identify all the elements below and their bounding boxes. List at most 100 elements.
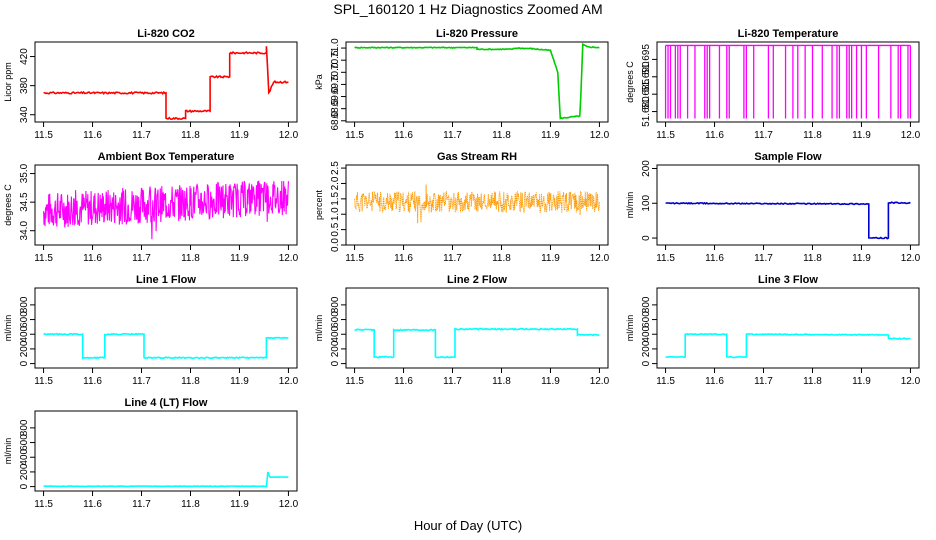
x-tick-label: 11.5 xyxy=(656,130,675,141)
series-points xyxy=(354,184,600,224)
series-line xyxy=(354,42,600,120)
y-tick-label: 68.5 xyxy=(330,98,341,118)
y-tick-label: 200 xyxy=(19,340,30,357)
y-tick-label: 420 xyxy=(19,48,30,65)
y-tick-label: 68.0 xyxy=(330,111,341,131)
y-tick-label: 340 xyxy=(19,106,30,123)
panel-title: Line 1 Flow xyxy=(136,274,196,286)
x-tick-label: 11.7 xyxy=(754,376,773,387)
x-tick-label: 11.9 xyxy=(852,130,871,141)
x-tick-label: 12.0 xyxy=(590,130,610,141)
y-axis-label: ml/min xyxy=(3,315,13,342)
chart-panel-1: Li-820 CO2 Licor ppm 11.5 11.6 11.7 11.8 11.9 1… xyxy=(3,28,299,141)
y-tick-label: 0 xyxy=(19,360,30,366)
plot-area xyxy=(43,332,289,360)
chart-panel-5: Gas Stream RH percent 11.5 11.6 11.7 11.8 11.9… xyxy=(314,151,610,264)
plot-area xyxy=(665,201,911,240)
x-tick-label: 11.7 xyxy=(132,253,151,264)
y-tick-label: 35.0 xyxy=(19,163,30,183)
y-axis-label: percent xyxy=(314,189,324,220)
x-tick-label: 11.7 xyxy=(754,253,773,264)
series-line xyxy=(43,332,289,360)
x-tick-label: 12.0 xyxy=(279,130,299,141)
y-axis-label: ml/min xyxy=(314,315,324,342)
y-tick-label: 1.5 xyxy=(330,191,341,205)
y-axis-label: Licor ppm xyxy=(3,62,13,102)
x-tick-label: 11.9 xyxy=(541,130,560,141)
y-tick-label: 400 xyxy=(330,325,341,342)
x-tick-label: 12.0 xyxy=(901,253,921,264)
x-tick-label: 11.8 xyxy=(803,376,822,387)
panel-title: Li-820 CO2 xyxy=(137,28,194,40)
chart-panel-6: Sample Flow ml/min 11.5 11.6 11.7 11.8 11.9 12.… xyxy=(625,151,921,264)
y-tick-label: 51.690 xyxy=(641,61,652,92)
y-tick-label: 600 xyxy=(19,311,30,328)
y-tick-label: 380 xyxy=(19,77,30,94)
y-tick-label: 600 xyxy=(330,311,341,328)
x-tick-label: 12.0 xyxy=(279,499,299,510)
x-tick-label: 11.5 xyxy=(34,376,53,387)
x-tick-label: 11.8 xyxy=(492,253,511,264)
y-tick-label: 400 xyxy=(641,325,652,342)
x-tick-label: 11.8 xyxy=(181,376,200,387)
plot-frame xyxy=(656,41,920,123)
y-tick-label: 800 xyxy=(19,419,30,436)
y-tick-label: 71.0 xyxy=(330,38,341,58)
x-tick-label: 11.6 xyxy=(83,130,102,141)
plot-area xyxy=(665,332,911,359)
panel-title: Li-820 Pressure xyxy=(436,28,518,40)
x-tick-label: 12.0 xyxy=(901,130,921,141)
plot-frame xyxy=(34,164,298,246)
plot-area xyxy=(43,180,289,240)
x-tick-label: 11.9 xyxy=(852,253,871,264)
figure-title: SPL_160120 1 Hz Diagnostics Zoomed AM xyxy=(333,1,602,17)
x-tick-label: 11.5 xyxy=(34,130,53,141)
x-tick-label: 11.5 xyxy=(345,253,364,264)
y-tick-label: 51.695 xyxy=(641,44,652,75)
series-line xyxy=(354,327,600,359)
x-tick-label: 12.0 xyxy=(590,376,610,387)
y-axis-label: degrees C xyxy=(3,184,13,226)
y-tick-label: 400 xyxy=(19,448,30,465)
chart-panel-7: Line 1 Flow ml/min 11.5 11.6 11.7 11.8 11.9 12.… xyxy=(3,274,299,387)
chart-panel-4: Ambient Box Temperature degrees C 11.5 11.6… xyxy=(3,151,299,264)
y-axis-label: degrees C xyxy=(625,61,635,103)
panel-title: Sample Flow xyxy=(754,151,822,163)
x-tick-label: 11.5 xyxy=(656,376,675,387)
x-tick-label: 11.8 xyxy=(803,130,822,141)
x-tick-label: 11.5 xyxy=(656,253,675,264)
x-tick-label: 11.6 xyxy=(394,253,413,264)
plot-area xyxy=(43,46,289,121)
x-tick-label: 11.8 xyxy=(181,253,200,264)
y-tick-label: 600 xyxy=(641,311,652,328)
y-tick-label: 0 xyxy=(641,360,652,366)
x-tick-label: 11.7 xyxy=(443,376,462,387)
y-tick-label: 70.5 xyxy=(330,50,341,70)
panel-title: Gas Stream RH xyxy=(437,151,517,163)
x-tick-label: 11.6 xyxy=(83,253,102,264)
x-tick-label: 11.8 xyxy=(492,376,511,387)
plot-area xyxy=(354,327,600,359)
panel-grid: Li-820 CO2 Licor ppm 11.5 11.6 11.7 11.8 11.9 1… xyxy=(3,28,921,510)
x-tick-label: 11.6 xyxy=(394,130,413,141)
series-line xyxy=(43,471,289,488)
y-tick-label: 2.0 xyxy=(330,176,341,190)
plot-frame xyxy=(34,41,298,123)
y-tick-label: 100 xyxy=(641,194,652,211)
y-tick-label: 0 xyxy=(19,483,30,489)
plot-frame xyxy=(345,287,609,369)
x-tick-label: 11.7 xyxy=(132,130,151,141)
x-tick-label: 12.0 xyxy=(590,253,610,264)
x-tick-label: 11.7 xyxy=(443,253,462,264)
x-tick-label: 11.9 xyxy=(230,130,249,141)
y-tick-label: 34.5 xyxy=(19,192,30,212)
series-line xyxy=(665,201,911,240)
x-tick-label: 11.8 xyxy=(181,130,200,141)
x-tick-label: 11.6 xyxy=(394,376,413,387)
series-line xyxy=(43,180,289,240)
x-tick-label: 12.0 xyxy=(279,376,299,387)
y-tick-label: 200 xyxy=(641,160,652,177)
panel-title: Line 2 Flow xyxy=(447,274,507,286)
x-tick-label: 11.9 xyxy=(541,376,560,387)
y-tick-label: 51.685 xyxy=(641,78,652,109)
